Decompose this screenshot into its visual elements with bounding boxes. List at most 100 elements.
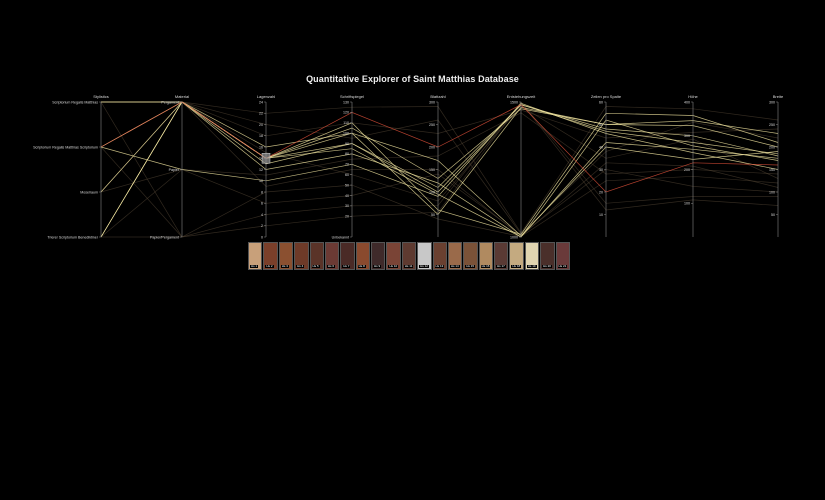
tick-label: 50 [345, 183, 349, 187]
thumbnail-label: Hs 6 [326, 264, 336, 268]
tick-label: 400 [684, 100, 690, 104]
tick-label: 90 [345, 142, 349, 146]
thumbnail-label: Hs 14 [449, 264, 460, 268]
tick-label: 30 [599, 168, 603, 172]
tick-label: 10 [259, 179, 263, 183]
axis-label: Entstehungszeit [507, 94, 536, 99]
tick-label: 100 [684, 202, 690, 206]
tick-label: 14 [259, 157, 263, 161]
thumbnail-label: Hs 21 [557, 264, 568, 268]
thumbnail-label: Hs 18 [511, 264, 522, 268]
tick-label: 150 [429, 168, 435, 172]
manuscript-thumbnail[interactable]: Hs 3 [278, 242, 294, 270]
manuscript-thumbnail[interactable]: Hs 19 [524, 242, 540, 270]
thumbnail-label: Hs 19 [526, 264, 537, 268]
tick-label: 1000 [510, 235, 518, 239]
manuscript-thumbnail[interactable]: Hs 8 [355, 242, 370, 270]
tick-label: Pergament [161, 100, 179, 104]
thumbnail-label: Hs 12 [419, 264, 429, 268]
axis-label: Schriftspiegel [340, 94, 364, 99]
tick-label: 300 [429, 100, 435, 104]
tick-label: 20 [345, 215, 349, 219]
tick-label: 50 [771, 213, 775, 217]
manuscript-thumbnail[interactable]: Hs 17 [494, 242, 509, 270]
tick-label: 1500 [510, 100, 518, 104]
brush-selection[interactable] [261, 153, 271, 164]
thumbnail-label: Hs 15 [465, 264, 476, 268]
tick-label: Scriptorium Regalis Matthias Scriptorium [33, 145, 98, 149]
tick-label: 200 [684, 168, 690, 172]
thumbnail-label: Hs 1 [250, 264, 259, 268]
thumbnail-label: Hs 8 [357, 264, 366, 268]
axis-label: Blattzahl [430, 94, 445, 99]
tick-label: 24 [259, 100, 263, 104]
tick-label: 70 [345, 163, 349, 167]
manuscript-thumbnail[interactable]: Hs 20 [540, 242, 555, 270]
thumbnail-label: Hs 3 [280, 264, 289, 268]
tick-label: 40 [345, 194, 349, 198]
manuscript-thumbnail[interactable]: Hs 10 [386, 242, 401, 270]
manuscript-thumbnail-strip: Hs 1 Hs 2 Hs 3 Hs 4 Hs 5 Hs 6 Hs 7 Hs 8 Hs 9 Hs 1… [248, 242, 570, 270]
thumbnail-label: Hs 11 [403, 264, 414, 268]
axis-label: Höhe [688, 94, 698, 99]
manuscript-thumbnail[interactable]: Hs 6 [324, 242, 340, 270]
tick-label: 300 [684, 134, 690, 138]
tick-label: Moselraum [80, 190, 98, 194]
tick-label: 200 [769, 145, 775, 149]
axis-label: Stylistics [93, 94, 109, 99]
thumbnail-label: Hs 13 [434, 264, 445, 268]
tick-label: 250 [429, 123, 435, 127]
axis-label: Breite [773, 94, 784, 99]
tick-label: 300 [769, 100, 775, 104]
manuscript-line[interactable] [100, 101, 779, 193]
tick-label: 0 [261, 235, 263, 239]
manuscript-thumbnail[interactable]: Hs 14 [447, 242, 463, 270]
manuscript-thumbnail[interactable]: Hs 11 [401, 242, 417, 270]
tick-label: 250 [769, 123, 775, 127]
tick-label: Papier/Pergament [150, 235, 179, 239]
manuscript-thumbnail[interactable]: Hs 5 [309, 242, 324, 270]
thumbnail-label: Hs 7 [342, 264, 351, 268]
tick-label: 50 [431, 213, 435, 217]
manuscript-thumbnail[interactable]: Hs 18 [509, 242, 524, 270]
tick-label: 20 [259, 123, 263, 127]
tick-label: 40 [599, 145, 603, 149]
tick-label: 8 [261, 190, 263, 194]
tick-label: Papier [169, 168, 180, 172]
manuscript-thumbnail[interactable]: Hs 4 [294, 242, 309, 270]
tick-label: 16 [259, 145, 263, 149]
manuscript-thumbnail[interactable]: Hs 2 [263, 242, 278, 270]
tick-label: 4 [261, 213, 263, 217]
manuscript-line[interactable] [101, 101, 779, 235]
tick-label: Unbekannt [332, 235, 349, 239]
manuscript-thumbnail[interactable]: Hs 7 [340, 242, 355, 270]
manuscript-thumbnail[interactable]: Hs 21 [555, 242, 570, 270]
manuscript-thumbnail[interactable]: Hs 13 [432, 242, 447, 270]
tick-label: 60 [345, 173, 349, 177]
manuscript-thumbnail[interactable]: Hs 16 [478, 242, 493, 270]
manuscript-thumbnail[interactable]: Hs 12 [417, 242, 432, 270]
manuscript-thumbnail[interactable]: Hs 9 [371, 242, 386, 270]
thumbnail-label: Hs 10 [388, 264, 399, 268]
tick-label: 100 [429, 190, 435, 194]
tick-label: Trierer Scriptorium Benediktiner [47, 235, 98, 239]
tick-label: 130 [343, 100, 349, 104]
thumbnail-label: Hs 9 [373, 264, 382, 268]
tick-label: 100 [769, 190, 775, 194]
thumbnail-label: Hs 20 [542, 264, 552, 268]
tick-label: 50 [599, 123, 603, 127]
tick-label: 100 [343, 131, 349, 135]
tick-label: 20 [599, 190, 603, 194]
chart-title: Quantitative Explorer of Saint Matthias … [306, 74, 519, 84]
tick-label: 30 [345, 204, 349, 208]
manuscript-thumbnail[interactable]: Hs 15 [463, 242, 478, 270]
axis-label: Material [175, 94, 189, 99]
manuscript-line[interactable] [100, 112, 779, 193]
tick-label: 120 [343, 111, 349, 115]
tick-label: 10 [599, 213, 603, 217]
tick-label: 12 [259, 168, 263, 172]
thumbnail-label: Hs 2 [265, 264, 274, 268]
axis-label: Lagenzahl [257, 94, 276, 99]
manuscript-thumbnail[interactable]: Hs 1 [248, 242, 263, 270]
